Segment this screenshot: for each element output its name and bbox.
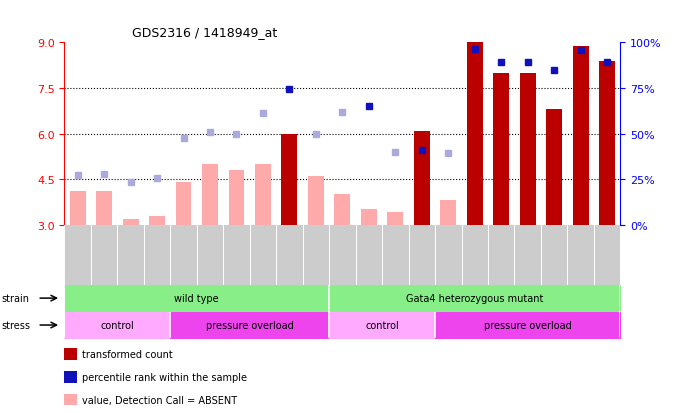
Text: wild type: wild type <box>174 293 219 304</box>
Text: strain: strain <box>1 293 29 304</box>
Bar <box>255 164 271 225</box>
Text: stress: stress <box>1 320 31 330</box>
Bar <box>546 110 562 225</box>
Bar <box>281 134 298 225</box>
Bar <box>70 192 85 225</box>
Text: transformed count: transformed count <box>82 349 173 359</box>
Bar <box>176 183 191 225</box>
Bar <box>334 195 351 225</box>
Bar <box>228 171 245 225</box>
Bar <box>520 74 536 225</box>
Text: GDS2316 / 1418949_at: GDS2316 / 1418949_at <box>132 26 277 39</box>
Bar <box>123 219 138 225</box>
Bar <box>467 43 483 225</box>
Bar <box>361 210 377 225</box>
Bar <box>573 46 589 225</box>
Text: pressure overload: pressure overload <box>484 320 572 330</box>
Bar <box>202 164 218 225</box>
Bar <box>414 131 430 225</box>
Text: pressure overload: pressure overload <box>206 320 294 330</box>
Bar <box>387 213 403 225</box>
Text: value, Detection Call = ABSENT: value, Detection Call = ABSENT <box>82 394 237 405</box>
Bar <box>494 74 509 225</box>
Bar <box>96 192 112 225</box>
Text: control: control <box>100 320 134 330</box>
Text: Gata4 heterozygous mutant: Gata4 heterozygous mutant <box>406 293 544 304</box>
Text: control: control <box>365 320 399 330</box>
Bar <box>599 62 615 225</box>
Bar <box>440 201 456 225</box>
Bar <box>149 216 165 225</box>
Text: percentile rank within the sample: percentile rank within the sample <box>82 372 247 382</box>
Bar <box>308 177 324 225</box>
